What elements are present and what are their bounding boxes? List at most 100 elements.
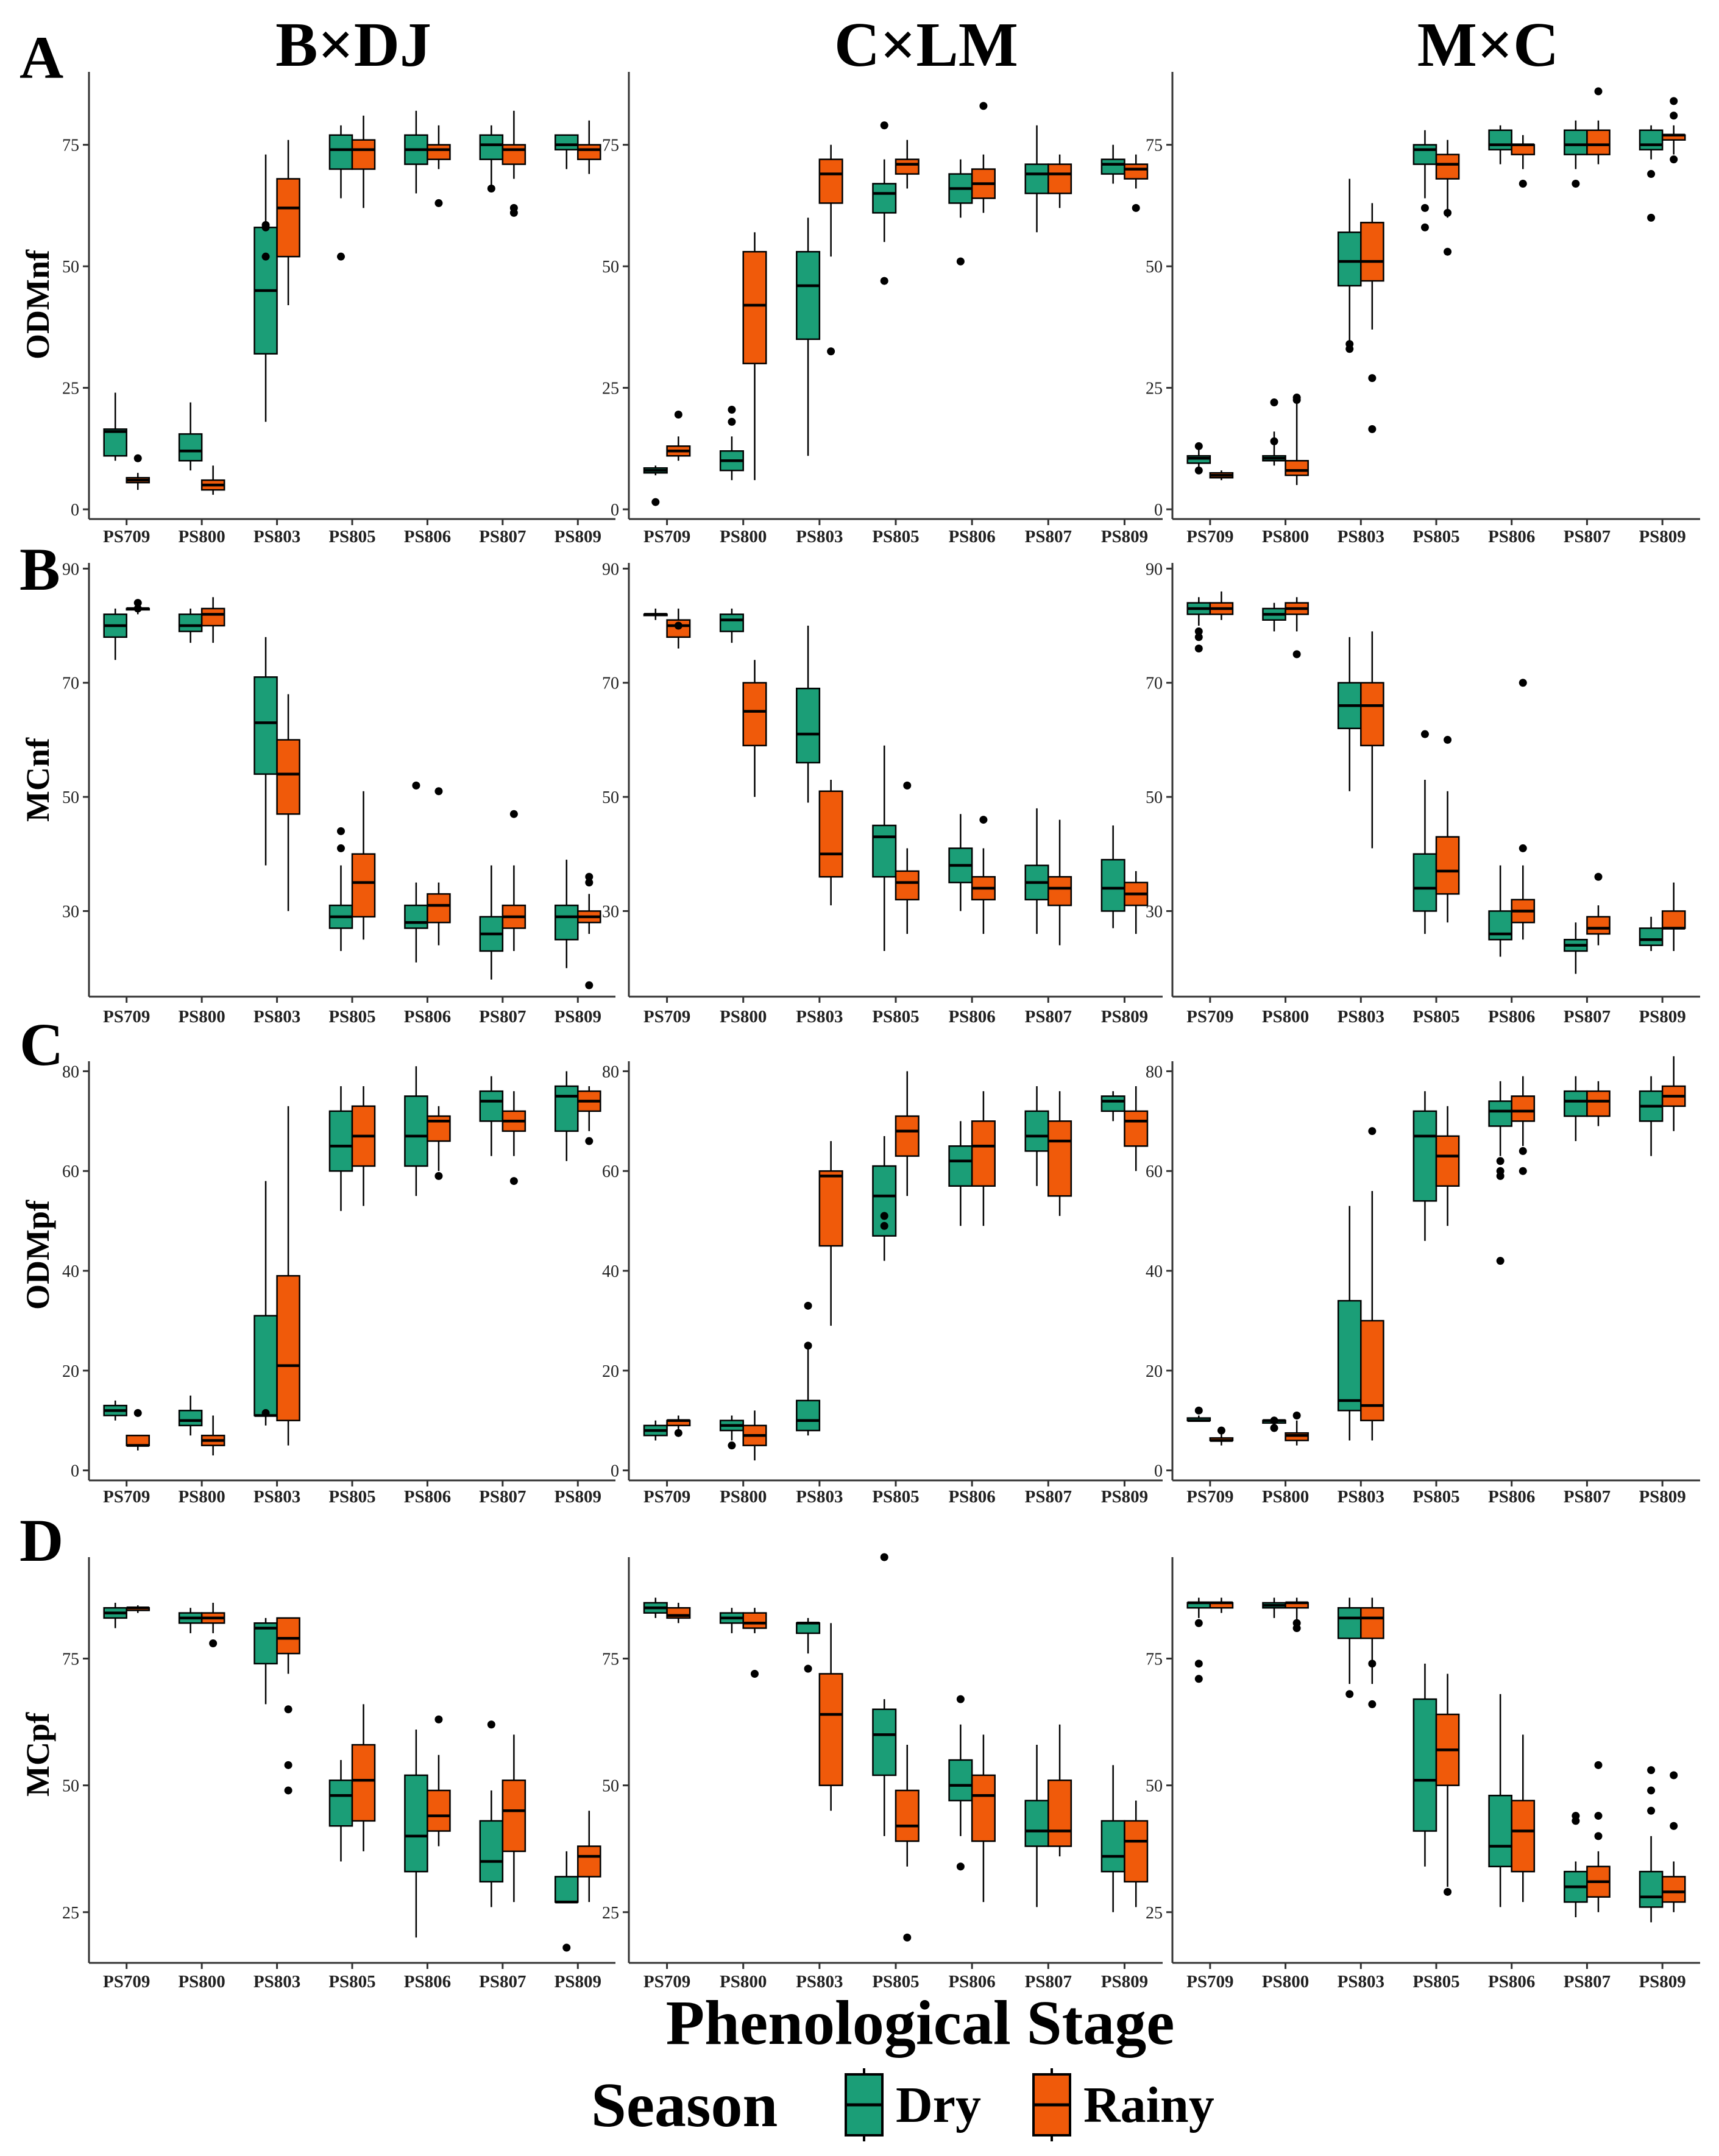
box-rainy-ps806	[1511, 1734, 1536, 1903]
box-dry-ps803	[796, 217, 821, 456]
box-body	[1024, 163, 1049, 194]
box-body	[1511, 1800, 1536, 1873]
box-dry-ps809	[1101, 144, 1125, 184]
outlier-point	[1594, 1761, 1603, 1769]
x-tick-label: PS805	[1412, 1007, 1459, 1027]
box-dry-ps805	[328, 125, 353, 199]
x-tick-label: PS709	[103, 527, 150, 546]
box-dry-ps803	[253, 637, 278, 866]
box-body	[351, 1744, 376, 1822]
box-rainy-ps806	[1511, 1076, 1536, 1147]
outlier-point	[1217, 1426, 1225, 1435]
x-tick-label: PS800	[720, 1007, 767, 1027]
box-body	[555, 904, 579, 941]
y-tick-label: 70	[602, 674, 619, 693]
outlier-point	[1647, 213, 1656, 222]
outlier-point	[827, 347, 835, 356]
outlier-point	[1368, 1127, 1377, 1136]
box-rainy-ps809	[1661, 125, 1686, 155]
box-dry-ps806	[1488, 865, 1512, 957]
outlier-point	[284, 1761, 292, 1769]
x-tick-label: PS809	[555, 1487, 601, 1507]
box-body	[502, 1780, 526, 1853]
outlier-point	[336, 844, 345, 852]
box-rainy-ps800	[1285, 597, 1309, 632]
x-tick-label: PS800	[720, 1487, 767, 1507]
box-body	[328, 134, 353, 170]
box-dry-ps806	[948, 1724, 973, 1836]
box-rainy-ps807	[502, 865, 526, 952]
box-rainy-ps807	[1586, 905, 1611, 945]
x-tick-label: PS803	[253, 1007, 300, 1027]
x-tick-label: PS809	[555, 1972, 601, 1992]
box-dry-ps809	[1101, 825, 1125, 928]
y-tick-label: 80	[1146, 1062, 1163, 1081]
box-rainy-ps809	[577, 1811, 601, 1903]
box-rainy-ps806	[971, 1734, 996, 1903]
y-tick-label: 25	[62, 1904, 79, 1923]
outlier-point	[1444, 735, 1452, 744]
box-dry-ps805	[1412, 1091, 1437, 1241]
box-body	[427, 893, 451, 924]
box-rainy-ps807	[1586, 1081, 1611, 1126]
outlier-point	[1194, 1675, 1203, 1683]
outlier-point	[1670, 1822, 1678, 1830]
box-rainy-ps800	[1285, 1420, 1309, 1446]
box-body	[796, 250, 821, 341]
ylabel-odmpf: ODMpf	[19, 1200, 56, 1310]
outlier-point	[1292, 1619, 1301, 1627]
outlier-point	[1496, 1157, 1505, 1165]
box-dry-ps800	[178, 1395, 203, 1436]
outlier-point	[585, 872, 594, 881]
box-rainy-ps806	[427, 1106, 451, 1172]
box-rainy-ps806	[427, 882, 451, 945]
box-rainy-ps805	[895, 140, 920, 189]
outlier-point	[1194, 442, 1203, 450]
x-tick-label: PS800	[720, 527, 767, 546]
box-rainy-ps803	[818, 1623, 843, 1811]
box-body	[276, 739, 300, 815]
outlier-point	[1420, 203, 1429, 212]
x-axis-title: Phenological Stage	[666, 1988, 1175, 2058]
x-tick-label: PS807	[479, 1007, 526, 1027]
column-title-bxdj: B×DJ	[275, 10, 431, 80]
box-body	[1435, 154, 1460, 180]
x-tick-label: PS803	[796, 1007, 843, 1027]
legend-key-dry	[845, 2068, 884, 2141]
outlier-point	[1368, 1659, 1377, 1668]
box-dry-ps800	[178, 608, 203, 643]
box-dry-ps807	[1564, 922, 1588, 974]
box-rainy-ps806	[1511, 135, 1536, 169]
outlier-point	[1496, 1172, 1505, 1180]
x-tick-label: PS803	[253, 1487, 300, 1507]
box-dry-ps806	[948, 814, 973, 911]
outlier-point	[1519, 1167, 1527, 1175]
y-tick-label: 0	[71, 501, 79, 520]
box-dry-ps805	[328, 865, 353, 952]
box-body	[479, 1090, 504, 1122]
box-dry-ps709	[643, 465, 668, 476]
box-dry-ps805	[1412, 130, 1437, 199]
box-dry-ps809	[1639, 1076, 1664, 1156]
x-tick-label: PS807	[479, 1972, 526, 1992]
box-rainy-ps805	[351, 791, 376, 940]
box-dry-ps807	[479, 1076, 504, 1156]
box-body	[818, 790, 843, 878]
x-tick-label: PS803	[1338, 1487, 1384, 1507]
column-title-mxc: M×C	[1417, 10, 1559, 80]
x-tick-label: PS809	[1101, 1007, 1148, 1027]
outlier-point	[1270, 398, 1278, 407]
x-tick-label: PS809	[1101, 1487, 1148, 1507]
x-tick-label: PS803	[796, 1487, 843, 1507]
x-tick-label: PS807	[1025, 1972, 1072, 1992]
y-tick-label: 75	[62, 1650, 79, 1669]
x-tick-label: PS803	[253, 527, 300, 546]
x-tick-label: PS806	[404, 527, 451, 546]
box-body	[328, 1110, 353, 1172]
outlier-point	[1444, 208, 1452, 217]
box-rainy-ps805	[351, 1086, 376, 1206]
outlier-point	[284, 1705, 292, 1714]
y-tick-label: 30	[1146, 902, 1163, 921]
outlier-point	[336, 827, 345, 835]
row-letter-c: C	[19, 1011, 63, 1078]
